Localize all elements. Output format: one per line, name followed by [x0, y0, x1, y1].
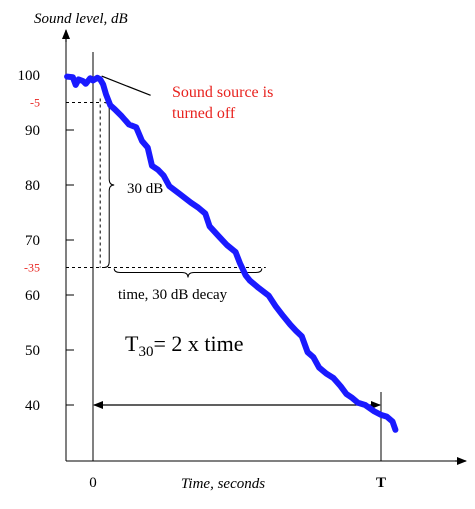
y-tick-label: 50 — [25, 343, 40, 359]
brace-horizontal — [113, 268, 263, 278]
y-tick-label: 80 — [25, 178, 40, 194]
y-tick-label: 70 — [25, 233, 40, 249]
y-tick-label: 40 — [25, 398, 40, 414]
annotation-line: Sound source is — [172, 84, 273, 101]
y-tick-label: 90 — [25, 123, 40, 139]
y-axis-title: Sound level, dB — [34, 11, 128, 27]
annotation-line: turned off — [172, 105, 236, 122]
formula: T30= 2 x time — [125, 331, 243, 360]
y-tick-label: 100 — [18, 68, 41, 84]
reference-tick-label: -5 — [30, 96, 40, 110]
annotation-text: Sound source is turned off — [172, 84, 273, 122]
x-axis-title: Time, seconds — [181, 476, 265, 492]
reference-ticks: -5 -35 — [24, 96, 40, 275]
formula-lead: T — [125, 331, 139, 356]
guide-lines — [66, 98, 266, 268]
decay-curve — [64, 73, 399, 433]
formula-sub: 30 — [138, 344, 153, 360]
brace-vertical-label: 30 dB — [127, 181, 163, 197]
x-tick-label: 0 — [89, 475, 97, 491]
annotation-arrow — [101, 75, 151, 96]
reference-tick-label: -35 — [24, 261, 40, 275]
formula-rest: = 2 x time — [153, 331, 243, 356]
brace-horizontal-label: time, 30 dB decay — [118, 287, 228, 303]
brace-vertical — [104, 102, 115, 268]
y-ticks: 100 90 80 70 60 50 40 — [18, 68, 74, 414]
y-tick-label: 60 — [25, 288, 40, 304]
x-tick-label: T — [376, 475, 386, 491]
